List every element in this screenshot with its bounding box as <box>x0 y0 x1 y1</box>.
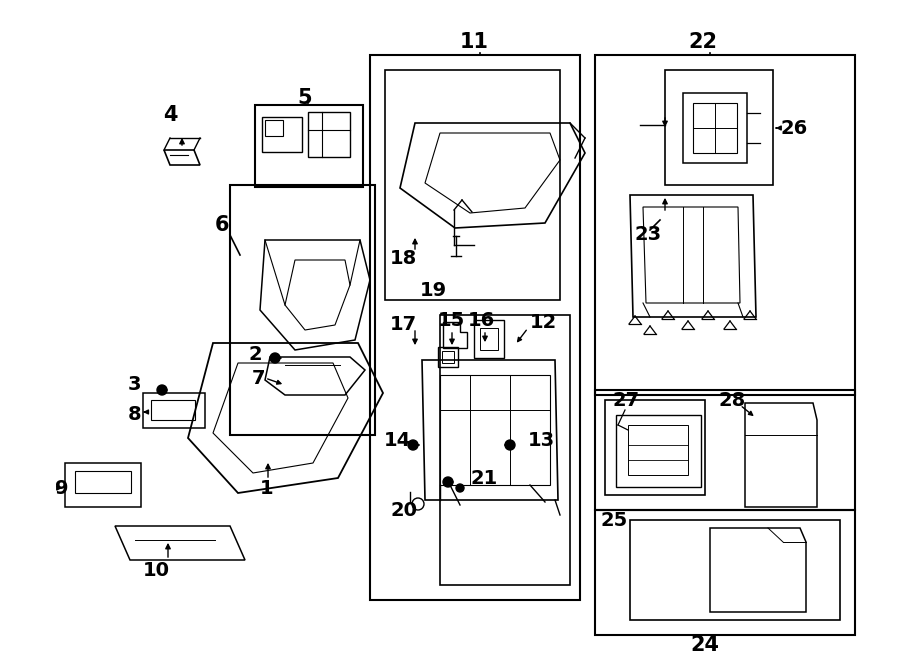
Text: 6: 6 <box>215 215 230 235</box>
Text: 23: 23 <box>635 225 662 245</box>
Bar <box>438 347 458 367</box>
Bar <box>474 320 504 358</box>
Text: 3: 3 <box>128 375 141 395</box>
Text: 26: 26 <box>780 118 807 137</box>
Text: 21: 21 <box>470 469 497 488</box>
Text: 18: 18 <box>390 249 418 268</box>
Circle shape <box>443 477 453 487</box>
Circle shape <box>505 440 515 450</box>
Circle shape <box>456 484 464 492</box>
Text: 19: 19 <box>420 280 447 299</box>
Bar <box>665 70 773 185</box>
Bar <box>385 70 560 300</box>
Text: 15: 15 <box>438 311 465 329</box>
Bar <box>605 400 705 495</box>
Text: 1: 1 <box>260 479 274 498</box>
Text: 7: 7 <box>252 368 266 387</box>
Text: 14: 14 <box>384 430 411 449</box>
Bar <box>151 400 195 420</box>
Text: 24: 24 <box>690 635 719 655</box>
Bar <box>230 185 375 435</box>
Text: 13: 13 <box>528 430 555 449</box>
Text: 9: 9 <box>55 479 68 498</box>
Text: 27: 27 <box>612 391 639 410</box>
Bar <box>308 112 350 157</box>
Text: 28: 28 <box>718 391 745 410</box>
Bar <box>595 55 855 395</box>
Bar <box>370 55 580 600</box>
Text: 25: 25 <box>600 510 627 529</box>
Text: 5: 5 <box>297 88 311 108</box>
Circle shape <box>270 353 280 363</box>
Bar <box>630 520 840 620</box>
Circle shape <box>157 385 167 395</box>
Text: 11: 11 <box>460 32 489 52</box>
Bar <box>265 120 283 136</box>
Text: 10: 10 <box>143 561 170 580</box>
Text: 2: 2 <box>248 346 262 364</box>
Text: 8: 8 <box>128 405 141 424</box>
Bar <box>255 105 363 187</box>
Text: 16: 16 <box>468 311 495 329</box>
Bar <box>628 425 688 475</box>
Bar <box>616 415 701 487</box>
Circle shape <box>408 440 418 450</box>
Bar <box>595 510 855 635</box>
Text: 4: 4 <box>163 105 177 125</box>
Bar <box>442 351 454 363</box>
Bar <box>262 117 302 152</box>
Bar <box>480 328 498 350</box>
Text: 12: 12 <box>530 313 557 332</box>
Text: 22: 22 <box>688 32 717 52</box>
Bar <box>143 393 205 428</box>
Bar <box>440 315 570 585</box>
Bar <box>595 390 855 510</box>
Bar <box>440 375 550 485</box>
Text: 17: 17 <box>390 315 417 334</box>
Text: 20: 20 <box>390 500 417 520</box>
